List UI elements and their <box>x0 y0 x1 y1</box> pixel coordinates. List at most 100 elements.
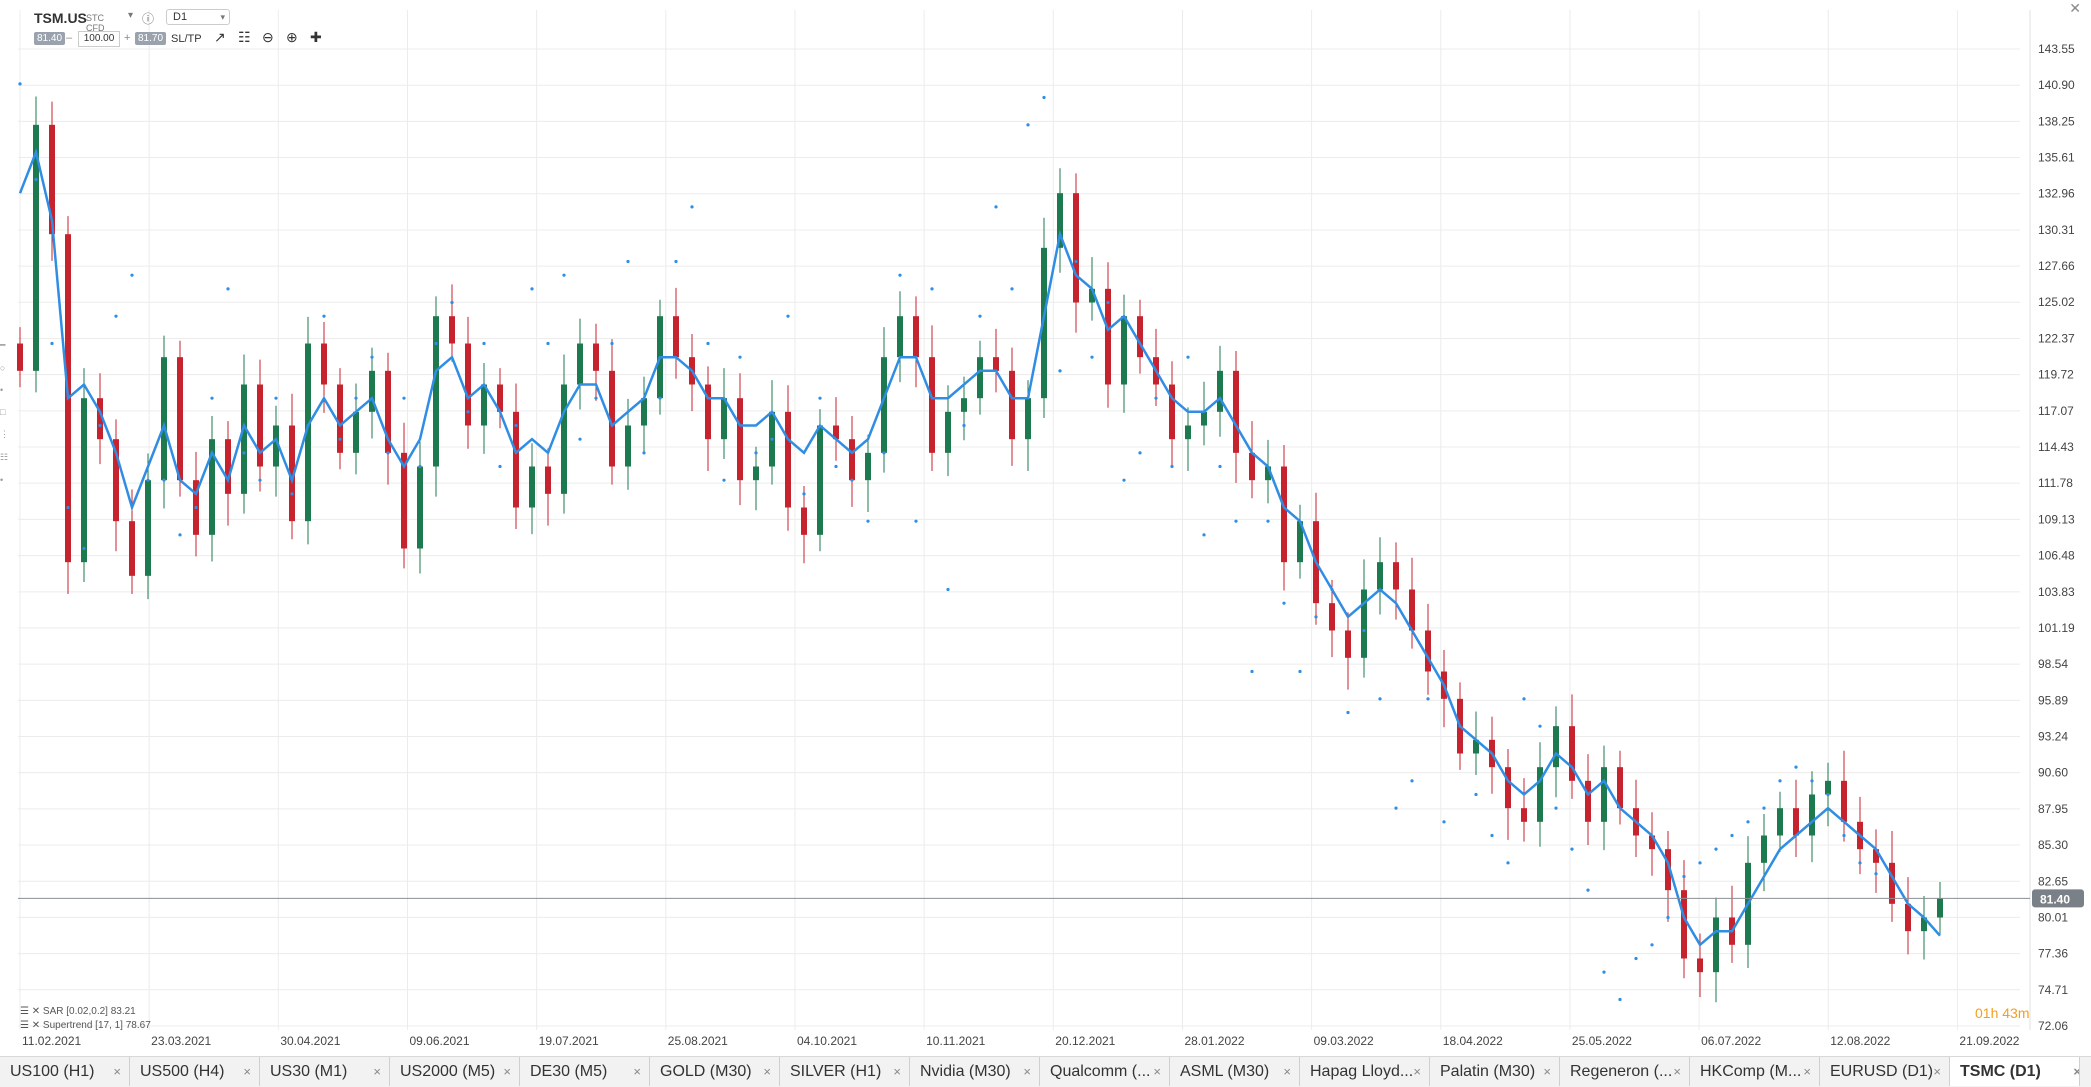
candle-body <box>1665 849 1671 891</box>
close-tab-icon[interactable]: × <box>373 1064 381 1079</box>
sar-dot <box>1570 847 1574 851</box>
candle-body <box>1505 767 1511 809</box>
tab-13[interactable]: HKComp (M... × <box>1690 1057 1820 1086</box>
line-chart-icon[interactable]: ↗ <box>214 29 226 45</box>
quantity-decrease-button[interactable]: – <box>66 32 73 44</box>
info-icon[interactable]: ⓘ <box>142 12 155 26</box>
tab-11[interactable]: Palatin (M30) × <box>1430 1057 1560 1086</box>
tab-label: ASML (M30) <box>1180 1063 1270 1080</box>
legend-sar[interactable]: ☰ ✕ SAR [0.02,0.2] 83.21 <box>20 1006 136 1017</box>
tab-12[interactable]: Regeneron (... × <box>1560 1057 1690 1086</box>
buy-price-button[interactable]: 81.70 <box>135 32 167 45</box>
candle-body <box>1825 780 1831 795</box>
close-tab-icon[interactable]: × <box>2073 1057 2079 1086</box>
tab-4[interactable]: DE30 (M5) × <box>520 1057 650 1086</box>
close-tab-icon[interactable]: × <box>1933 1064 1941 1079</box>
x-tick-label: 12.08.2022 <box>1830 1034 1890 1048</box>
price-chart[interactable]: 143.55 140.90 138.25 135.61 132.96 130.31 127.… <box>0 0 2091 1056</box>
close-tab-icon[interactable]: × <box>1283 1064 1291 1079</box>
close-icon[interactable]: ✕ <box>2069 0 2081 16</box>
crosshair-icon[interactable]: ✚ <box>310 29 322 45</box>
tab-5[interactable]: GOLD (M30) × <box>650 1057 780 1086</box>
sar-dot <box>1314 615 1318 619</box>
sar-dot <box>98 423 102 428</box>
sar-dot <box>1282 601 1286 605</box>
candle-countdown: 01h 43m <box>1975 1005 2030 1021</box>
draw-tool-icon[interactable]: ━ <box>0 340 6 350</box>
sar-dot <box>1874 872 1878 876</box>
tab-0[interactable]: US100 (H1) × <box>0 1057 130 1086</box>
tab-2[interactable]: US30 (M1) × <box>260 1057 390 1086</box>
candle-body <box>337 384 343 453</box>
sar-dot <box>754 451 758 455</box>
tab-3[interactable]: US2000 (M5) × <box>390 1057 520 1086</box>
close-tab-icon[interactable]: × <box>1673 1064 1681 1079</box>
sar-dot <box>226 287 230 291</box>
close-tab-icon[interactable]: × <box>1803 1064 1811 1079</box>
supertrend-line <box>18 147 1941 947</box>
candle-body <box>673 316 679 358</box>
sar-dot <box>146 478 150 482</box>
close-tab-icon[interactable]: × <box>1153 1064 1161 1079</box>
tab-1[interactable]: US500 (H4) × <box>130 1057 260 1086</box>
sar-dot <box>498 464 502 469</box>
candle-body <box>1777 808 1783 836</box>
candle-body <box>257 384 263 467</box>
chevron-down-icon[interactable]: ▾ <box>128 10 134 21</box>
close-tab-icon[interactable]: × <box>893 1064 901 1079</box>
tab-14[interactable]: EURUSD (D1) × <box>1820 1057 1950 1086</box>
zoom-in-icon[interactable]: ⊕ <box>286 29 298 45</box>
tab-10[interactable]: Hapag Lloyd... × <box>1300 1057 1430 1086</box>
tab-label: DE30 (M5) <box>530 1063 608 1080</box>
quantity-increase-button[interactable]: + <box>124 32 131 44</box>
draw-tool-icon[interactable]: ☷ <box>0 452 9 462</box>
timeframe-select[interactable]: D1 ▾ <box>166 9 230 25</box>
sar-dot <box>1522 697 1526 701</box>
close-tab-icon[interactable]: × <box>503 1064 511 1079</box>
candle-body <box>1569 726 1575 781</box>
candle-body <box>977 357 983 399</box>
close-tab-icon[interactable]: × <box>1413 1064 1421 1079</box>
sar-dot <box>18 82 22 86</box>
sar-dot <box>1154 396 1158 400</box>
quantity-input[interactable]: 100.00 <box>78 31 120 47</box>
candle-body <box>417 466 423 549</box>
sar-dot <box>1618 997 1622 1002</box>
close-tab-icon[interactable]: × <box>243 1064 251 1079</box>
candle-body <box>1761 835 1767 863</box>
candle-body <box>705 384 711 440</box>
sar-dot <box>1554 806 1558 810</box>
draw-tool-icon[interactable]: □ <box>0 407 6 417</box>
y-tick-label: 85.30 <box>2038 838 2068 852</box>
close-tab-icon[interactable]: × <box>1023 1064 1031 1079</box>
candlestick-icon[interactable]: ☷ <box>238 29 251 45</box>
close-tab-icon[interactable]: × <box>1543 1064 1551 1079</box>
close-tab-icon[interactable]: × <box>763 1064 771 1079</box>
tab-9[interactable]: ASML (M30) × <box>1170 1057 1300 1086</box>
y-tick-label: 87.95 <box>2038 802 2068 816</box>
draw-tool-icon[interactable]: • <box>0 475 4 485</box>
close-tab-icon[interactable]: × <box>113 1064 121 1079</box>
candle-body <box>945 411 951 453</box>
tab-6[interactable]: SILVER (H1) × <box>780 1057 910 1086</box>
symbol-name[interactable]: TSM.US <box>34 10 87 26</box>
sar-dot <box>1858 861 1862 865</box>
tab-15[interactable]: TSMC (D1) × <box>1950 1057 2080 1086</box>
legend-supertrend[interactable]: ☰ ✕ Supertrend [17, 1] 78.67 <box>20 1020 151 1031</box>
candle-body <box>785 411 791 508</box>
zoom-out-icon[interactable]: ⊖ <box>262 29 274 45</box>
draw-tool-icon[interactable]: • <box>0 385 4 395</box>
candle-body <box>1377 562 1383 590</box>
x-tick-label: 09.03.2022 <box>1314 1034 1374 1048</box>
x-tick-label: 30.04.2021 <box>280 1034 340 1048</box>
x-tick-label: 11.02.2021 <box>22 1034 81 1048</box>
close-tab-icon[interactable]: × <box>633 1064 641 1079</box>
draw-tool-icon[interactable]: ⋮ <box>0 429 9 439</box>
sar-dot <box>1346 710 1350 715</box>
draw-tool-icon[interactable]: ○ <box>0 363 6 373</box>
sar-dot <box>1666 915 1670 920</box>
tab-8[interactable]: Qualcomm (... × <box>1040 1057 1170 1086</box>
sell-price-button[interactable]: 81.40 <box>34 32 66 45</box>
sltp-button[interactable]: SL/TP <box>171 33 202 45</box>
tab-7[interactable]: Nvidia (M30) × <box>910 1057 1040 1086</box>
